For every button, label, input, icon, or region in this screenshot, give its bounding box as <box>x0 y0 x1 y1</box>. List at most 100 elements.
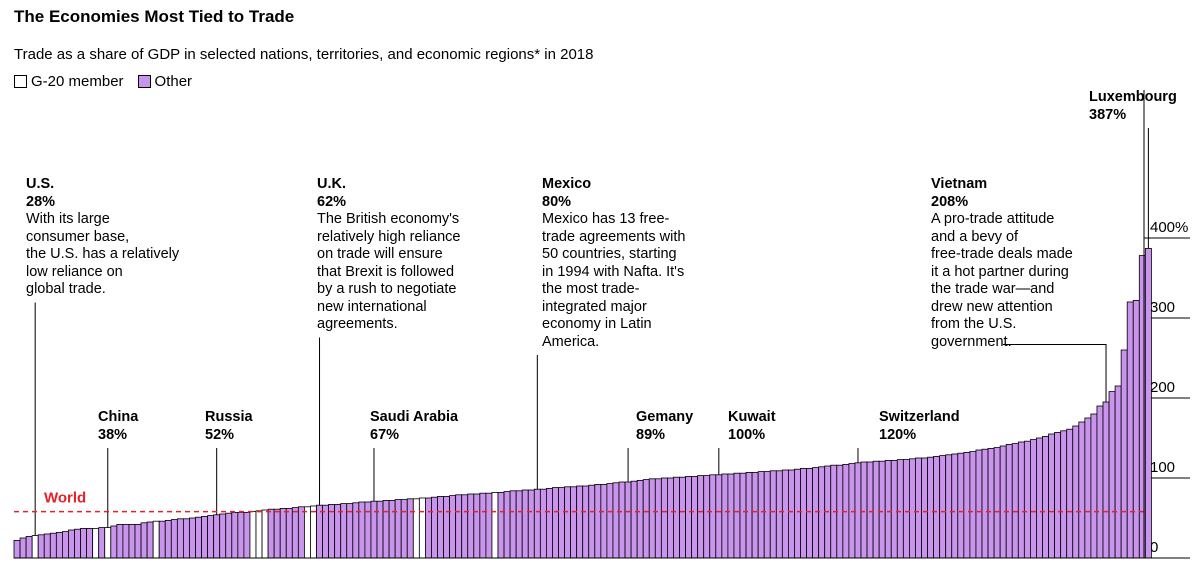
bar <box>1132 299 1140 559</box>
bar <box>1078 421 1086 559</box>
legend: G-20 member Other <box>14 73 206 90</box>
bar <box>237 512 245 559</box>
annotation-luxembourg: Luxembourg 387% <box>1089 89 1177 124</box>
y-tick-label: 400% <box>1150 219 1188 236</box>
bar <box>207 515 215 559</box>
bar <box>74 528 81 559</box>
bar <box>1011 443 1019 559</box>
annotation-china: China 38% <box>98 409 138 444</box>
annotation-heading: 67% <box>370 426 400 443</box>
bar <box>1090 413 1098 559</box>
bar <box>685 475 692 559</box>
bar <box>285 507 293 559</box>
annotation-text: economy in Latin <box>542 316 652 332</box>
annotation-russia: Russia 52% <box>205 409 253 444</box>
bar <box>249 511 257 559</box>
bar <box>527 489 535 559</box>
bar <box>213 514 221 559</box>
bar <box>1120 349 1128 559</box>
bar <box>951 453 959 559</box>
bar <box>219 513 227 559</box>
bar <box>68 529 75 559</box>
bar <box>769 470 777 559</box>
bar <box>1102 401 1110 559</box>
annotation-text: integrated major <box>542 298 647 315</box>
bar <box>158 520 166 559</box>
bar <box>134 524 142 559</box>
y-tick-label: 0 <box>1150 539 1158 556</box>
bar <box>1017 441 1025 559</box>
bar <box>473 493 481 559</box>
bar <box>418 497 426 559</box>
bar <box>1036 437 1043 559</box>
annotation-heading: Luxembourg <box>1089 89 1177 105</box>
annotation-text: drew new attention <box>931 298 1053 315</box>
bar <box>170 519 178 559</box>
bar <box>92 528 100 559</box>
bar <box>896 459 904 559</box>
annotation-text: the trade war—and <box>931 281 1055 297</box>
bar <box>1108 391 1116 559</box>
bar <box>273 508 281 559</box>
bar <box>261 509 269 559</box>
bar <box>654 478 662 559</box>
annotation-switzerland: Switzerland 120% <box>879 409 960 444</box>
bar <box>491 491 499 559</box>
bar <box>388 499 396 559</box>
annotation-heading: 28% <box>26 193 56 210</box>
bar <box>13 540 21 559</box>
annotation-heading: Vietnam <box>931 176 988 192</box>
bar <box>1096 405 1104 559</box>
annotation-text: and a bevy of <box>931 228 1019 245</box>
annotation-heading: China <box>98 409 139 425</box>
bar <box>1005 443 1013 559</box>
annotation-heading: 387% <box>1089 106 1127 123</box>
annotation-heading: U.S. <box>26 176 55 192</box>
bar <box>539 488 547 559</box>
bar <box>860 461 868 559</box>
annotation-text: the most trade- <box>542 281 640 297</box>
bar <box>1072 425 1080 559</box>
annotation-heading: Saudi Arabia <box>370 409 459 425</box>
annotation-text: it a hot partner during <box>931 263 1069 280</box>
y-tick-label: 200 <box>1150 379 1175 396</box>
annotation-text: from the U.S. <box>931 316 1017 332</box>
bar <box>775 470 783 559</box>
y-tick-label: 300 <box>1150 299 1175 316</box>
legend-label-other: Other <box>154 73 193 90</box>
bar <box>1144 247 1152 559</box>
bar <box>963 451 971 559</box>
bar <box>558 487 565 559</box>
bar <box>582 485 590 559</box>
bar <box>933 455 941 559</box>
bar <box>110 525 118 559</box>
bar <box>1048 433 1056 559</box>
bar <box>1066 428 1074 559</box>
annotation-text: agreements. <box>317 316 398 332</box>
annotation-text: Mexico has 13 free- <box>542 211 670 227</box>
bar <box>509 490 517 559</box>
annotation-mexico: Mexico 80% Mexico has 13 free-trade agreem… <box>542 176 685 351</box>
bar <box>927 456 934 559</box>
annotation-heading: Russia <box>205 409 253 425</box>
legend-swatch-other <box>137 75 151 88</box>
bar <box>999 445 1007 559</box>
bar <box>400 499 408 559</box>
bar <box>303 506 311 559</box>
bar <box>310 505 317 559</box>
bar <box>37 534 45 559</box>
bar <box>890 459 898 559</box>
bar <box>727 473 735 559</box>
bar <box>878 460 886 559</box>
bar <box>697 475 705 559</box>
bar <box>98 527 106 559</box>
bar <box>794 468 801 559</box>
bar <box>1084 417 1092 559</box>
bar <box>1054 431 1062 559</box>
annotation-heading: 80% <box>542 193 572 210</box>
bar <box>987 447 995 559</box>
y-tick-label: 100 <box>1150 459 1175 476</box>
bar <box>600 483 608 559</box>
bar <box>606 483 614 559</box>
